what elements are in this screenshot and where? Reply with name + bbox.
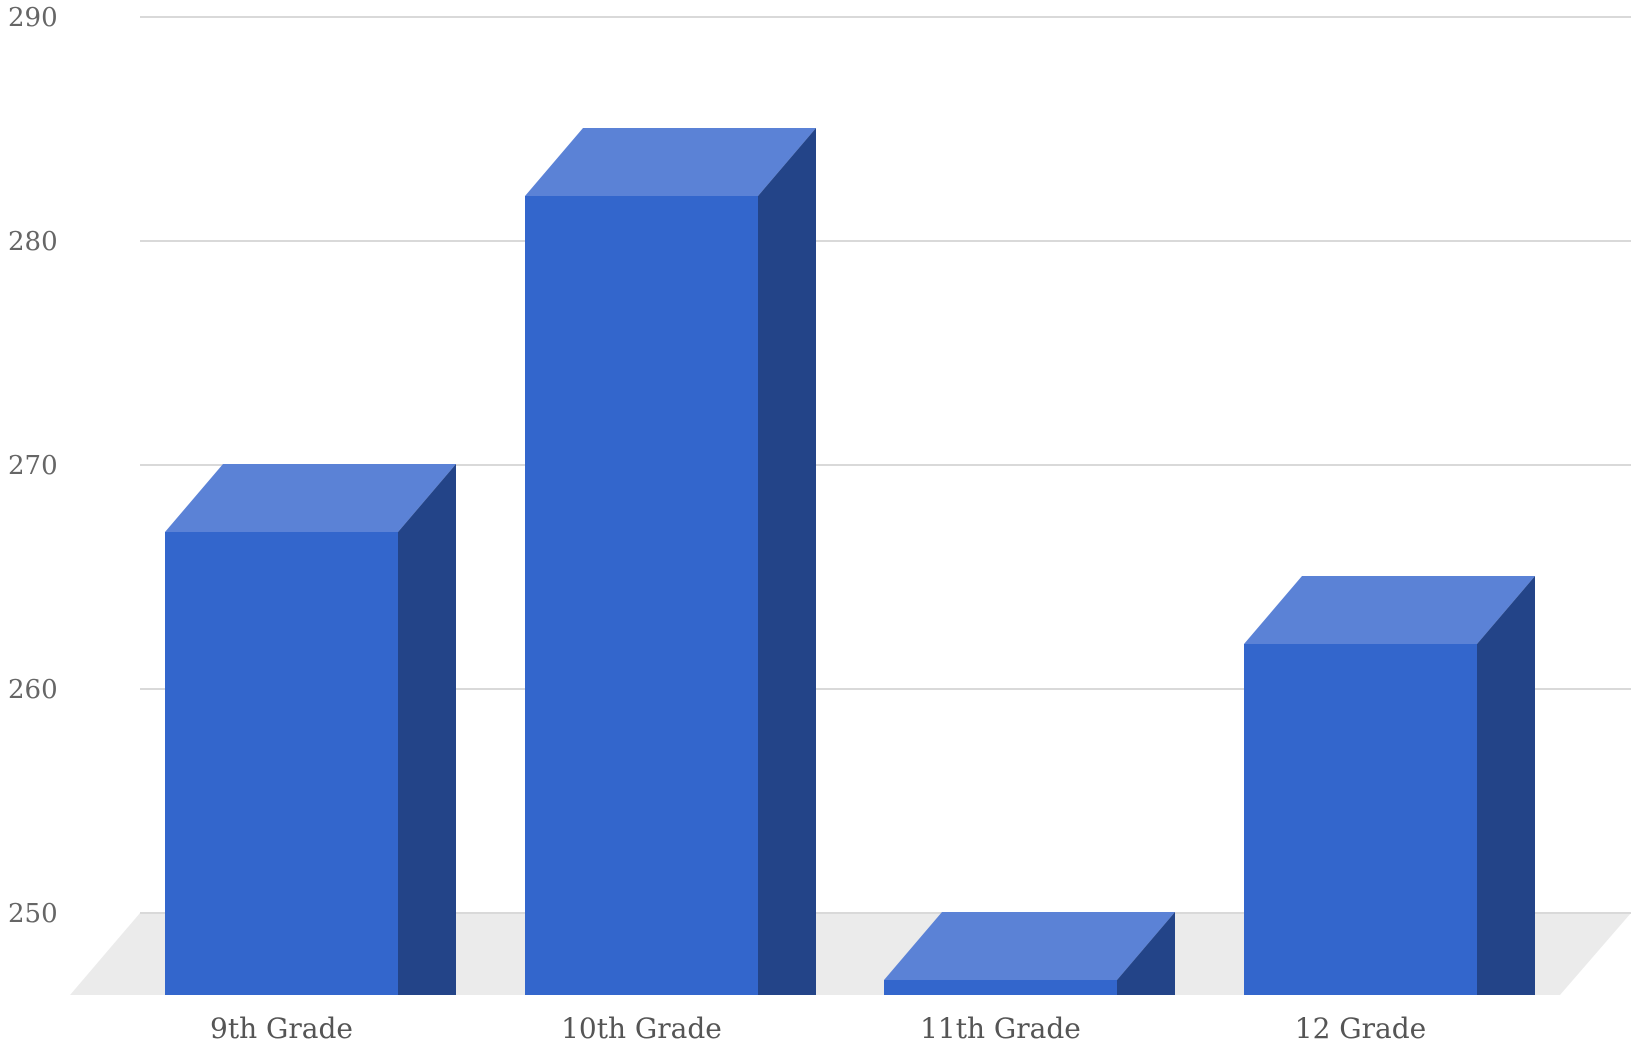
x-category-label: 12 Grade: [1295, 1012, 1426, 1045]
y-axis-ticks: 250 260 270 280 290: [8, 3, 58, 929]
bar-side-face: [758, 128, 816, 995]
chart-floor-plane: [70, 913, 1631, 995]
x-category-label: 11th Grade: [920, 1012, 1081, 1045]
bars: [165, 128, 1535, 995]
bar-top-face: [165, 464, 456, 532]
x-category-label: 10th Grade: [561, 1012, 722, 1045]
bar-1: [165, 464, 456, 995]
bar-side-face: [1477, 576, 1535, 995]
y-tick-label-260: 260: [8, 675, 58, 705]
bar-3: [884, 912, 1175, 995]
bar-front-face: [1244, 644, 1477, 995]
bar-front-face: [165, 532, 398, 995]
x-axis-labels: 9th Grade 10th Grade 11th Grade 12 Grade: [210, 1012, 1426, 1045]
bar-top-face: [884, 912, 1175, 980]
bar-front-face: [525, 196, 758, 995]
bar-front-face: [884, 980, 1117, 995]
bar-2: [525, 128, 816, 995]
x-category-label: 9th Grade: [210, 1012, 353, 1045]
bar-4: [1244, 576, 1535, 995]
bar-top-face: [1244, 576, 1535, 644]
bar-top-face: [525, 128, 816, 196]
y-tick-label-270: 270: [8, 451, 58, 481]
y-tick-label-250: 250: [8, 899, 58, 929]
bar-side-face: [398, 464, 456, 995]
y-tick-label-280: 280: [8, 227, 58, 257]
chart-floor: [70, 913, 1631, 995]
y-tick-label-290: 290: [8, 3, 58, 33]
bar-side-face: [1117, 912, 1175, 995]
